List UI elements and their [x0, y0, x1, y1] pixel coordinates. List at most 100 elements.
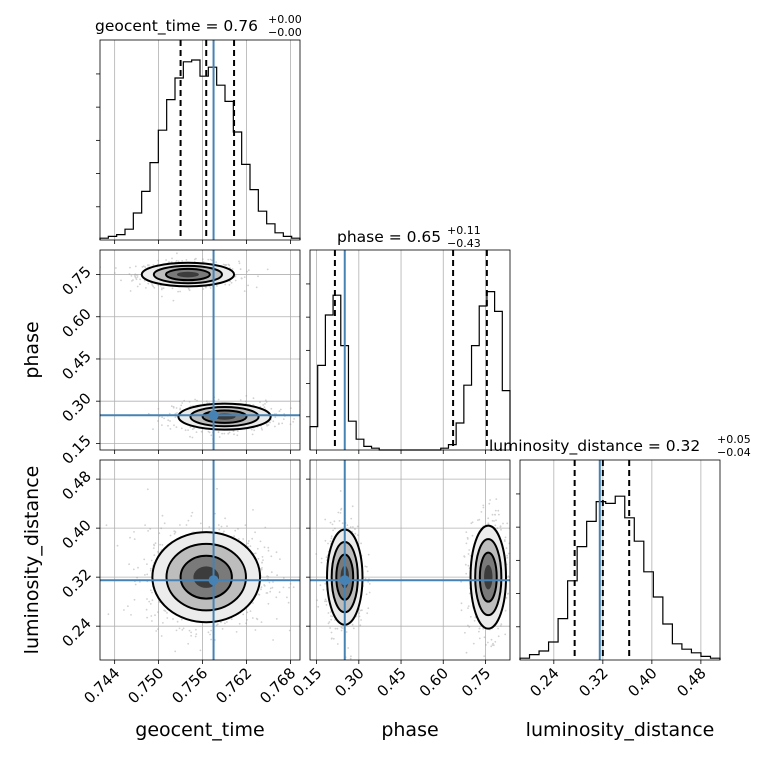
sample-point — [233, 433, 235, 436]
sample-point — [260, 621, 263, 623]
sample-point — [512, 662, 514, 664]
sample-point — [161, 295, 163, 298]
sample-point — [278, 591, 281, 594]
sample-point — [174, 412, 177, 415]
hist-panel-geocent-time — [96, 39, 301, 244]
luminosity-distance-xtick-label-3: 0.48 — [673, 664, 709, 700]
sample-point — [129, 266, 131, 269]
sample-point — [173, 424, 175, 427]
sample-point — [163, 522, 166, 525]
sample-point — [143, 558, 146, 561]
sample-point — [364, 565, 367, 568]
sample-point — [468, 592, 471, 595]
hist-panel-luminosity-distance: 0.24 0.32 0.40 0.48 — [516, 459, 721, 700]
sample-point — [194, 635, 197, 638]
sample-point — [188, 289, 191, 292]
sample-point — [234, 279, 237, 282]
title-geocent-time-sub: −0.00 — [268, 26, 302, 39]
sample-point — [251, 433, 254, 436]
sample-point — [497, 635, 500, 638]
sample-point — [270, 555, 273, 558]
sample-point — [272, 581, 274, 583]
sample-point — [176, 620, 179, 623]
grid-lines — [114, 40, 291, 240]
sample-point — [261, 428, 263, 431]
sample-point — [252, 509, 254, 511]
sample-point — [134, 273, 137, 276]
sample-point — [467, 564, 470, 567]
sample-point — [495, 519, 497, 522]
sample-point — [337, 511, 340, 514]
sample-point — [473, 619, 476, 622]
sample-point — [172, 405, 175, 408]
phase-xtick-label-4: 0.75 — [458, 664, 494, 700]
sample-point — [141, 266, 144, 268]
sample-point — [282, 586, 285, 589]
sample-point — [175, 426, 178, 428]
sample-point — [151, 599, 154, 602]
sample-point — [163, 609, 166, 612]
sample-point — [218, 528, 221, 531]
sample-point — [270, 407, 273, 410]
sample-point — [132, 568, 135, 571]
sample-point — [215, 261, 218, 263]
sample-point — [128, 273, 131, 275]
sample-point — [256, 547, 259, 550]
sample-point — [349, 526, 352, 528]
sample-point — [366, 612, 369, 615]
sample-point — [146, 573, 149, 576]
sample-point — [160, 288, 163, 291]
sample-point — [340, 508, 342, 511]
sample-point — [190, 515, 193, 517]
sample-point — [136, 276, 139, 278]
sample-point — [327, 542, 329, 545]
sample-point — [506, 522, 509, 525]
sample-point — [237, 538, 240, 540]
sample-point — [157, 552, 160, 554]
sample-point — [237, 528, 239, 530]
sample-point — [245, 395, 248, 397]
sample-point — [161, 424, 163, 426]
sample-point — [232, 430, 235, 432]
sample-point — [359, 624, 362, 627]
sample-point — [173, 530, 176, 532]
sample-point — [152, 428, 154, 430]
sample-point — [242, 538, 245, 540]
sample-point — [324, 539, 327, 542]
sample-point — [228, 284, 231, 286]
sample-point — [247, 540, 250, 542]
sample-point — [209, 633, 212, 636]
sample-point — [228, 431, 231, 434]
sample-point — [175, 259, 178, 262]
sample-point — [195, 257, 197, 260]
sample-point — [266, 424, 268, 427]
sample-point — [128, 563, 131, 566]
sample-point — [264, 526, 267, 529]
sample-point — [507, 592, 510, 595]
sample-point — [329, 627, 331, 629]
sample-point — [254, 552, 257, 555]
sample-point — [133, 274, 136, 276]
sample-point — [171, 257, 173, 260]
sample-point — [494, 509, 497, 512]
scatter-panel-phase-luminosity-distance: 0.15 0.30 0.45 0.60 0.75 — [289, 459, 514, 700]
sample-point — [209, 258, 212, 261]
sample-point — [289, 407, 292, 409]
sample-point — [490, 645, 493, 648]
sample-point — [506, 593, 509, 595]
sample-point — [139, 283, 141, 286]
sample-point — [157, 420, 159, 422]
sample-point — [494, 640, 497, 643]
sample-point — [494, 513, 496, 516]
sample-point — [238, 262, 241, 265]
sample-point — [338, 520, 341, 522]
sample-point — [511, 596, 513, 598]
sample-point — [499, 526, 502, 528]
sample-point — [176, 252, 178, 255]
sample-point — [478, 627, 481, 630]
sample-point — [367, 607, 370, 610]
sample-point — [174, 530, 177, 533]
contour-line-0-1 — [152, 264, 223, 285]
title-geocent-time-text: geocent_time = 0.76 — [95, 17, 258, 36]
sample-point — [148, 600, 151, 603]
